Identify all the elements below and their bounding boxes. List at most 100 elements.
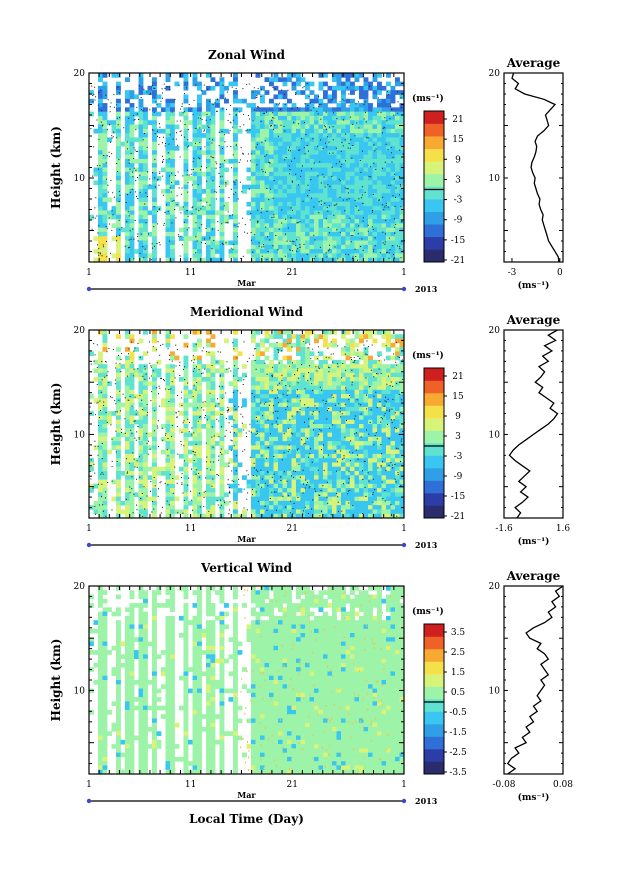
colorbar-swatch (424, 236, 444, 250)
average-title: Average (506, 313, 561, 327)
colorbar-tick-label: 21 (452, 372, 463, 382)
x-tick-label: 1 (86, 524, 92, 534)
avg-x-tick-label: 0.08 (553, 780, 573, 790)
avg-x-tick-label: -1.6 (495, 524, 513, 534)
colorbar-swatch (424, 173, 444, 187)
colorbar-swatch (424, 505, 444, 519)
colorbar-frame (423, 110, 445, 263)
colorbar-tick-label: -3 (454, 452, 463, 462)
month-bar-end (401, 286, 407, 292)
colorbar-tick-label: 3.5 (451, 628, 466, 638)
colorbar-tick-label: -3.5 (449, 768, 467, 778)
colorbar-swatch (424, 111, 444, 124)
colorbar-swatch (424, 736, 444, 750)
average-line (508, 329, 559, 519)
average-profile-vertical: Average 20 10 -0.08 0.08(ms⁻¹) (489, 569, 574, 803)
colorbar-tick-label: 9 (455, 412, 461, 422)
x-tick-label: 1 (401, 780, 407, 790)
colorbar-swatch (424, 661, 444, 675)
colorbar-unit: (ms⁻¹) (412, 93, 444, 104)
x-tick-label: 1 (401, 524, 407, 534)
colorbar-swatch (424, 199, 444, 212)
colorbar-tick-label: 2.5 (451, 648, 466, 658)
colorbar-tick-label: 21 (452, 115, 463, 125)
avg-x-tick-label: -3 (508, 268, 517, 278)
avg-x-tick-label: 1.6 (556, 524, 571, 534)
colorbar-swatch (424, 418, 444, 431)
colorbar-swatch (424, 686, 444, 700)
month-bar-start (86, 798, 92, 804)
colorbar-unit: (ms⁻¹) (412, 350, 444, 361)
colorbar-frame (423, 367, 445, 519)
average-frame (503, 329, 564, 519)
colorbar-swatch (424, 711, 444, 725)
colorbar-tick-label: -3 (454, 196, 463, 206)
colorbar-swatch (424, 430, 444, 444)
colorbar-swatch (424, 211, 444, 225)
y-tick-label: 20 (74, 69, 86, 79)
colorbar-swatch (424, 649, 444, 662)
colorbar-tick-label: 1.5 (451, 668, 466, 678)
avg-x-axis-label: (ms⁻¹) (518, 792, 550, 803)
average-frame (503, 72, 564, 263)
colorbar-tick-label: -2.5 (449, 748, 467, 758)
month-bar-start (86, 286, 92, 292)
colorbar-swatch (424, 468, 444, 481)
average-profile-meridional: Average 20 10 -1.6 1.6 (ms⁻¹) (489, 313, 571, 547)
avg-y-tick-label: 20 (489, 326, 501, 336)
average-line (511, 72, 560, 263)
x-axis-label: Local Time (Day) (189, 812, 304, 826)
colorbar-swatch (424, 749, 444, 762)
x-tick-label: 11 (185, 780, 196, 790)
colorbar-tick-label: 9 (455, 155, 461, 165)
avg-y-tick-label: 10 (489, 174, 501, 184)
avg-x-tick-label: 0 (557, 268, 563, 278)
x-tick-label: 21 (286, 780, 297, 790)
month-label: Mar (237, 534, 256, 544)
colorbar-unit: (ms⁻¹) (412, 606, 444, 617)
x-tick-label: 11 (185, 524, 196, 534)
average-line (506, 585, 564, 775)
month-label: Mar (237, 790, 256, 800)
colorbar-swatch (424, 136, 444, 150)
y-axis-label: Height (km) (49, 126, 63, 209)
month-bar-end (401, 542, 407, 548)
colorbar-swatch (424, 724, 444, 737)
colorbar-tick-label: 0.5 (451, 688, 466, 698)
colorbar-swatch (424, 636, 444, 650)
colorbar-swatch (424, 148, 444, 162)
average-title: Average (506, 56, 561, 70)
avg-x-axis-label: (ms⁻¹) (518, 536, 550, 547)
colorbar-swatch (424, 761, 444, 775)
avg-y-tick-label: 20 (489, 69, 501, 79)
year-label: 2013 (415, 796, 438, 806)
heatmap-title: Vertical Wind (200, 561, 293, 575)
month-bar-start (86, 542, 92, 548)
colorbar-swatch (424, 405, 444, 419)
colorbar-swatch (424, 443, 444, 456)
colorbar-swatch (424, 393, 444, 406)
colorbar-tick-label: -15 (451, 492, 466, 502)
average-profile-zonal: Average 20 10 -3 0 (ms⁻¹) (489, 56, 564, 291)
x-tick-label: 21 (286, 524, 297, 534)
colorbar-frame (423, 623, 445, 775)
colorbar-swatch (424, 699, 444, 712)
year-label: 2013 (415, 540, 438, 550)
colorbar-swatch (424, 493, 444, 506)
x-tick-label: 21 (286, 268, 297, 278)
average-title: Average (506, 569, 561, 583)
colorbar-swatch (424, 674, 444, 687)
x-tick-label: 11 (185, 268, 196, 278)
colorbar-swatch (424, 380, 444, 394)
year-label: 2013 (415, 284, 438, 294)
colorbar-swatch (424, 224, 444, 238)
x-tick-label: 1 (86, 268, 92, 278)
avg-y-tick-label: 10 (489, 430, 501, 440)
colorbar-swatch (424, 123, 444, 137)
heatmap-title: Meridional Wind (190, 305, 304, 319)
colorbar-tick-label: 3 (455, 175, 461, 185)
avg-y-tick-label: 10 (489, 686, 501, 696)
colorbar-swatch (424, 249, 444, 263)
